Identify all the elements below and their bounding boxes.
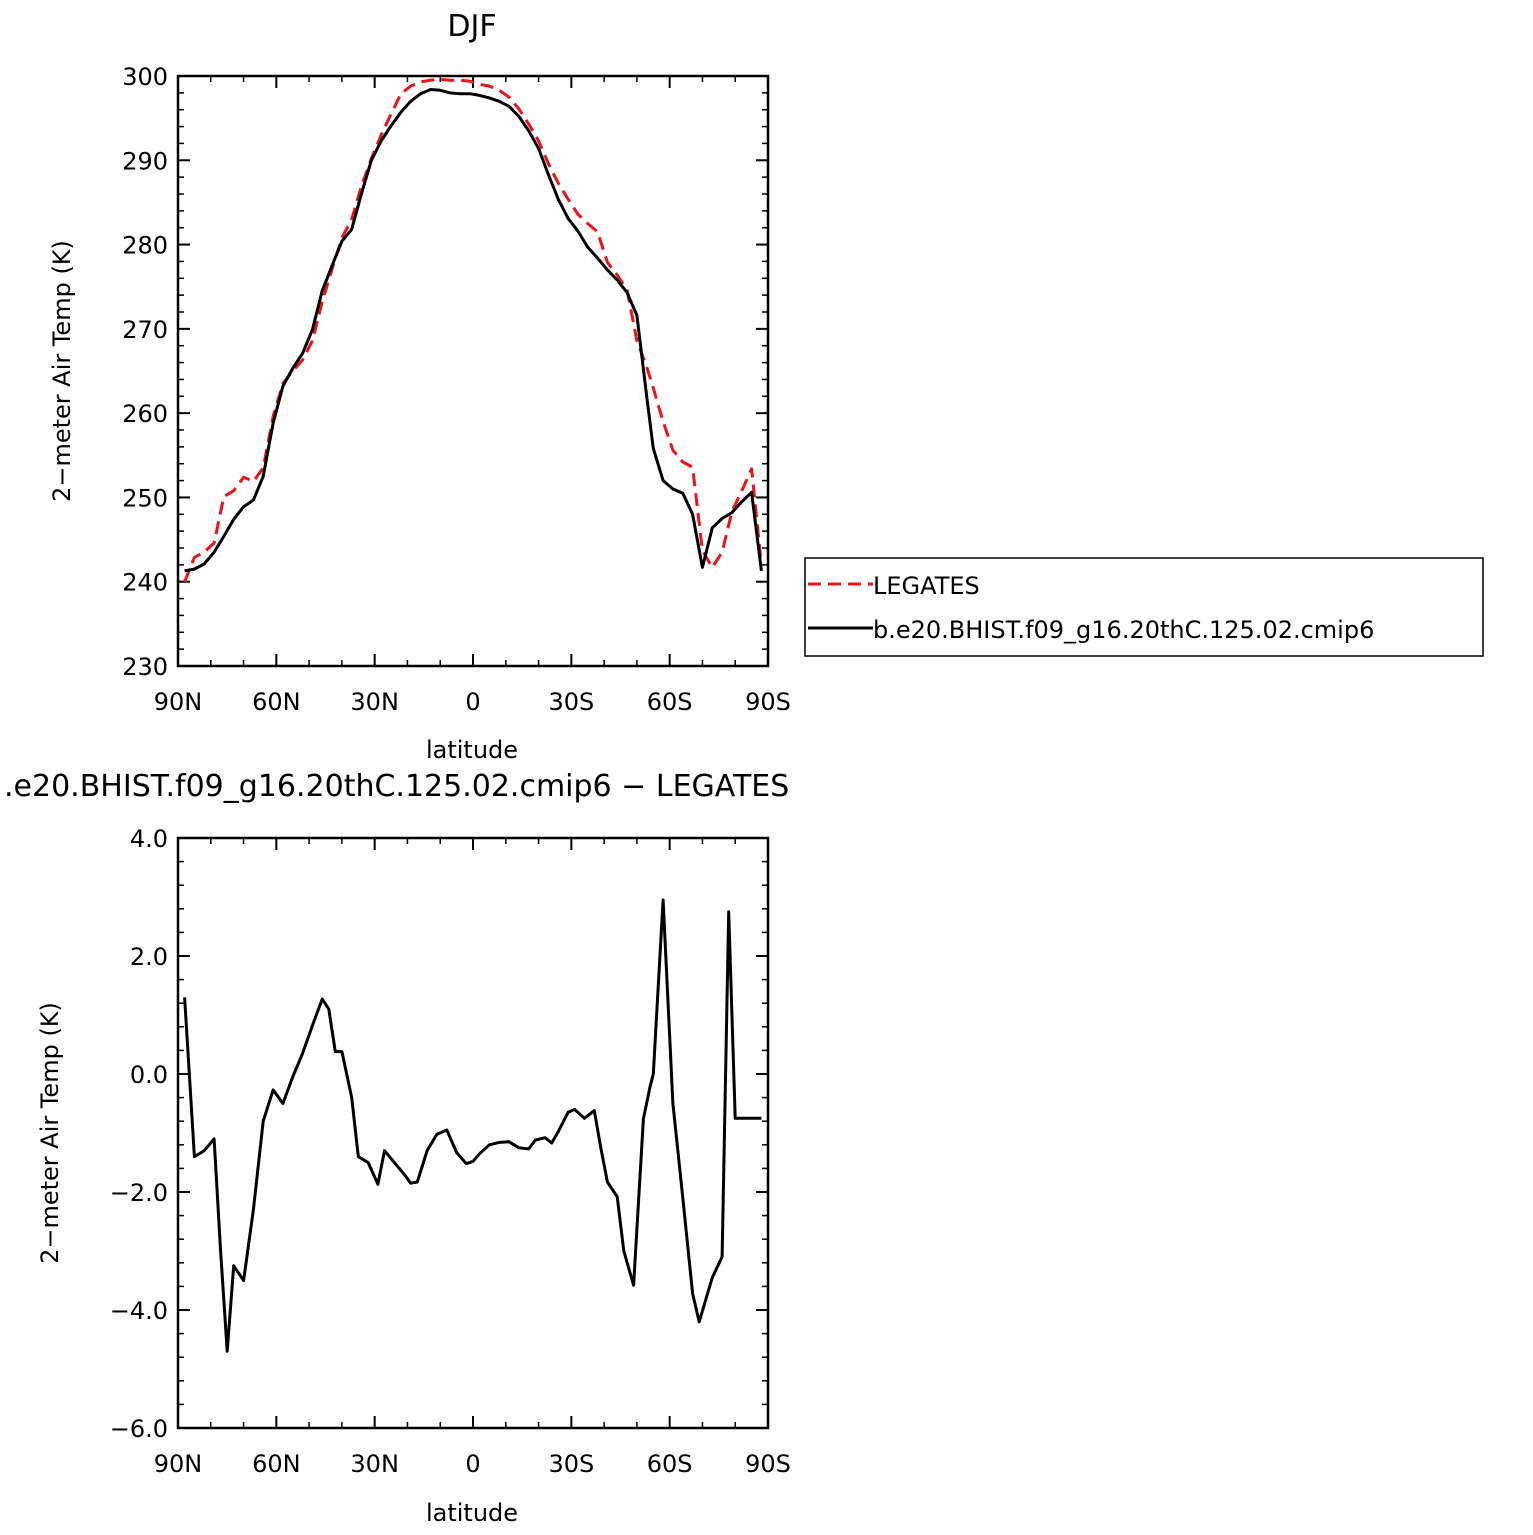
y-tick-label: 2.0 xyxy=(130,943,168,971)
y-tick-label: 250 xyxy=(122,484,168,512)
y-tick-label: 260 xyxy=(122,400,168,428)
y-tick-label: −4.0 xyxy=(110,1297,168,1325)
bottom-x-axis-label: latitude xyxy=(426,1499,518,1527)
bottom-y-axis-label: 2−meter Air Temp (K) xyxy=(36,1002,64,1264)
series-line-model xyxy=(184,88,763,573)
legend-box xyxy=(804,557,1484,657)
top-chart-title: DJF xyxy=(447,9,496,44)
y-tick-label: 0.0 xyxy=(130,1061,168,1089)
y-tick-label: 4.0 xyxy=(130,825,168,853)
x-tick-label: 30S xyxy=(548,688,594,716)
top-x-axis-label: latitude xyxy=(426,736,518,764)
x-tick-label: 60N xyxy=(252,688,301,716)
bottom-ticks: 90N 60N 30N 0 30S 60S 90S −6.0 −4.0 −2.0 0.0 2.0 4.0 xyxy=(110,825,791,1478)
y-tick-label: 290 xyxy=(122,147,168,175)
y-tick-label: 280 xyxy=(122,232,168,260)
x-tick-label: 90S xyxy=(745,688,791,716)
x-tick-label: 30N xyxy=(350,688,399,716)
x-tick-label: 60S xyxy=(647,1450,693,1478)
bottom-chart: .e20.BHIST.f09_g16.20thC.125.02.cmip6 − … xyxy=(4,769,791,1527)
y-tick-label: 300 xyxy=(122,63,168,91)
top-plot-frame xyxy=(176,74,770,668)
top-chart: DJF 90N 60N 30N 0 30S 60S 90S 230 240 250 260 270 28… xyxy=(48,9,791,764)
series-line-legates xyxy=(183,77,763,583)
x-tick-label: 30N xyxy=(350,1450,399,1478)
top-y-axis-label: 2−meter Air Temp (K) xyxy=(48,240,76,502)
x-tick-label: 30S xyxy=(548,1450,594,1478)
legend-label-model: b.e20.BHIST.f09_g16.20thC.125.02.cmip6 xyxy=(873,616,1374,644)
x-tick-label: 60S xyxy=(647,688,693,716)
y-tick-label: 240 xyxy=(122,569,168,597)
x-tick-label: 60N xyxy=(252,1450,301,1478)
legend-label-legates: LEGATES xyxy=(873,572,980,600)
y-tick-label: 230 xyxy=(122,653,168,681)
top-series xyxy=(183,77,763,583)
x-tick-label: 90N xyxy=(154,688,203,716)
y-tick-label: 270 xyxy=(122,316,168,344)
x-tick-label: 90N xyxy=(154,1450,203,1478)
series-line-difference xyxy=(183,898,762,1353)
x-tick-label: 90S xyxy=(745,1450,791,1478)
y-tick-label: −6.0 xyxy=(110,1415,168,1443)
bottom-series xyxy=(183,898,762,1353)
legend: LEGATES b.e20.BHIST.f09_g16.20thC.125.02… xyxy=(804,557,1484,657)
y-tick-label: −2.0 xyxy=(110,1179,168,1207)
bottom-plot-frame xyxy=(176,836,770,1430)
x-tick-label: 0 xyxy=(465,688,480,716)
bottom-chart-title: .e20.BHIST.f09_g16.20thC.125.02.cmip6 − … xyxy=(4,769,789,804)
top-ticks: 90N 60N 30N 0 30S 60S 90S 230 240 250 260 270 280 290… xyxy=(122,63,791,716)
x-tick-label: 0 xyxy=(465,1450,480,1478)
